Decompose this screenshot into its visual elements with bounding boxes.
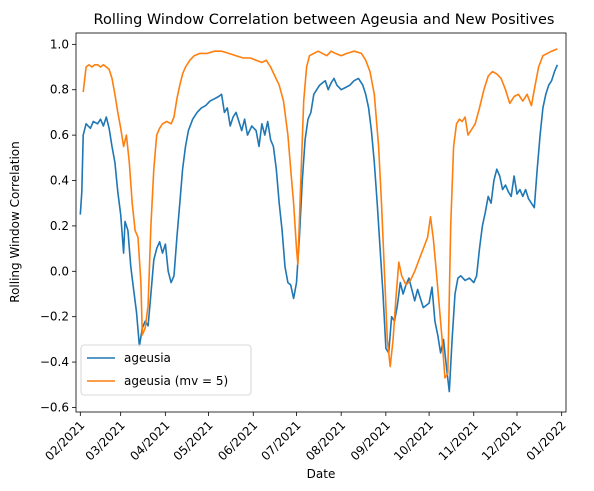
- y-axis-ticks: −0.6 −0.4 −0.2 0.0 0.2 0.4 0.6 0.8 1.0: [40, 37, 76, 414]
- y-tick-label: 0.2: [50, 219, 69, 233]
- y-tick-label: −0.6: [40, 400, 69, 414]
- y-tick-label: 1.0: [50, 37, 69, 51]
- plot-frame: [75, 32, 567, 413]
- series-line-ageusia-mv5: [82, 48, 558, 379]
- series-line-ageusia: [79, 64, 559, 393]
- legend: ageusia ageusia (mv = 5): [80, 344, 252, 396]
- legend-box: [80, 344, 252, 396]
- chart-title: Rolling Window Correlation between Ageus…: [94, 12, 555, 28]
- x-axis-label: Date: [307, 467, 336, 481]
- y-tick-label: −0.4: [40, 355, 69, 369]
- y-tick-label: 0.6: [50, 128, 69, 142]
- legend-label-ageusia: ageusia: [124, 351, 171, 365]
- plot-lines: [79, 48, 559, 393]
- y-tick-label: 0.0: [50, 264, 69, 278]
- y-tick-label: 0.4: [50, 174, 69, 188]
- legend-label-ageusia-mv5: ageusia (mv = 5): [124, 374, 228, 388]
- y-axis-label: Rolling Window Correlation: [8, 141, 22, 302]
- y-tick-label: −0.2: [40, 310, 69, 324]
- y-tick-label: 0.8: [50, 83, 69, 97]
